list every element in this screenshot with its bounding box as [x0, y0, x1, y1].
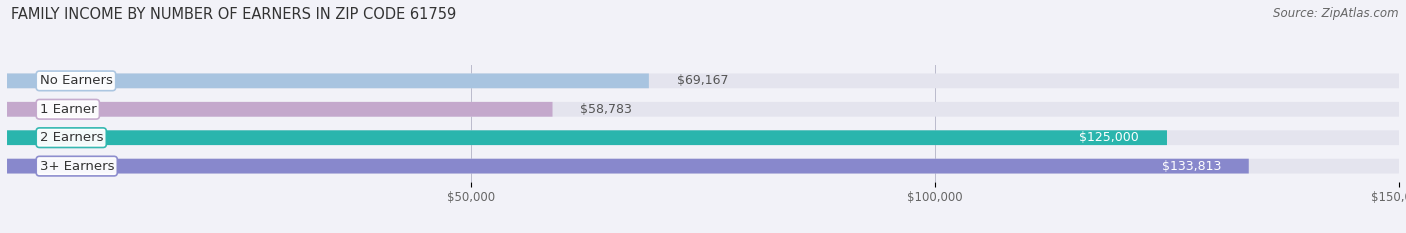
Text: 3+ Earners: 3+ Earners — [39, 160, 114, 173]
Text: 1 Earner: 1 Earner — [39, 103, 96, 116]
Text: No Earners: No Earners — [39, 74, 112, 87]
Text: Source: ZipAtlas.com: Source: ZipAtlas.com — [1274, 7, 1399, 20]
Text: $58,783: $58,783 — [581, 103, 633, 116]
Text: $69,167: $69,167 — [676, 74, 728, 87]
FancyBboxPatch shape — [7, 159, 1249, 174]
FancyBboxPatch shape — [7, 102, 1399, 117]
FancyBboxPatch shape — [7, 73, 1399, 88]
Text: 2 Earners: 2 Earners — [39, 131, 103, 144]
Text: FAMILY INCOME BY NUMBER OF EARNERS IN ZIP CODE 61759: FAMILY INCOME BY NUMBER OF EARNERS IN ZI… — [11, 7, 457, 22]
FancyBboxPatch shape — [7, 130, 1399, 145]
FancyBboxPatch shape — [7, 102, 553, 117]
FancyBboxPatch shape — [7, 159, 1399, 174]
Text: $125,000: $125,000 — [1080, 131, 1139, 144]
FancyBboxPatch shape — [7, 130, 1167, 145]
FancyBboxPatch shape — [7, 73, 650, 88]
Text: $133,813: $133,813 — [1161, 160, 1220, 173]
